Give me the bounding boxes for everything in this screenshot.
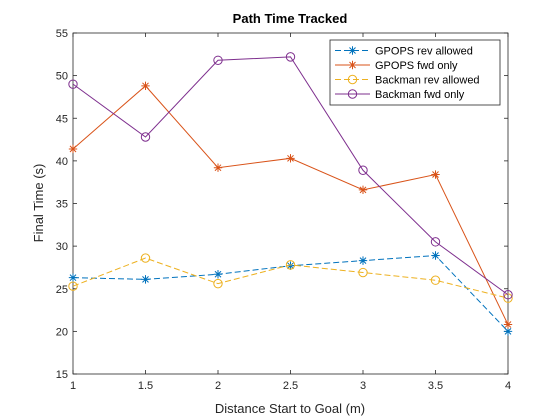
asterisk-strokes xyxy=(348,46,357,55)
x-tick-label: 4 xyxy=(505,380,511,392)
legend: GPOPS rev allowed GPOPS fwd only Backman r… xyxy=(329,39,501,106)
y-tick-label: 50 xyxy=(56,71,68,83)
x-tick-label: 2 xyxy=(215,380,221,392)
legend-label: Backman rev allowed xyxy=(375,75,480,87)
asterisk-strokes xyxy=(141,275,150,284)
x-tick-label: 3.5 xyxy=(428,380,443,392)
series-line xyxy=(72,257,509,299)
series-line xyxy=(72,56,509,296)
circle-marker xyxy=(503,293,513,303)
asterisk-marker xyxy=(213,270,223,279)
legend-label: Backman fwd only xyxy=(375,89,465,101)
asterisk-marker xyxy=(286,154,295,163)
series xyxy=(68,253,513,303)
series xyxy=(68,251,513,336)
asterisk-marker xyxy=(348,46,357,55)
asterisk-marker xyxy=(141,275,150,284)
y-tick-label: 15 xyxy=(56,369,68,381)
asterisk-strokes xyxy=(68,144,78,154)
circle-marker xyxy=(358,165,368,175)
y-tick-label: 55 xyxy=(56,28,68,40)
x-tick-label: 1.5 xyxy=(138,380,153,392)
asterisk-strokes xyxy=(431,170,440,179)
asterisk-marker xyxy=(68,144,78,154)
y-tick-label: 30 xyxy=(56,241,68,253)
legend-item: Backman rev allowed xyxy=(335,75,480,87)
legend-item: Backman fwd only xyxy=(335,89,465,101)
asterisk-strokes xyxy=(503,320,513,329)
y-axis-label: Final Time (s) xyxy=(31,164,46,243)
circle-marker xyxy=(213,55,223,65)
circle-marker xyxy=(503,290,513,300)
asterisk-strokes xyxy=(358,256,368,265)
asterisk-marker xyxy=(503,320,513,329)
asterisk-marker xyxy=(358,256,368,265)
y-tick-label: 40 xyxy=(56,156,68,168)
x-tick-label: 3 xyxy=(360,380,366,392)
circle-marker xyxy=(68,79,78,89)
y-tick-label: 25 xyxy=(56,284,68,296)
y-tick-label: 20 xyxy=(56,326,68,338)
circle-marker xyxy=(68,281,78,291)
asterisk-marker xyxy=(68,273,78,282)
y-tick-label: 45 xyxy=(56,113,68,125)
asterisk-strokes xyxy=(213,163,223,172)
asterisk-strokes xyxy=(286,261,295,270)
asterisk-strokes xyxy=(431,251,440,260)
asterisk-marker xyxy=(213,163,223,172)
circle-marker xyxy=(430,275,441,285)
circle-marker xyxy=(358,267,368,278)
series-layer xyxy=(68,52,513,336)
asterisk-strokes xyxy=(68,273,78,282)
x-tick-label: 1 xyxy=(70,380,76,392)
asterisk-marker xyxy=(503,327,513,336)
circle-marker xyxy=(430,237,441,247)
asterisk-marker xyxy=(431,170,440,179)
circle-marker xyxy=(140,253,151,263)
legend-item: GPOPS rev allowed xyxy=(335,46,473,58)
asterisk-marker xyxy=(358,185,368,195)
y-tick-label: 35 xyxy=(56,199,68,211)
asterisk-strokes xyxy=(358,185,368,195)
asterisk-strokes xyxy=(348,60,357,70)
asterisk-marker xyxy=(348,60,357,70)
legend-item: GPOPS fwd only xyxy=(335,60,458,72)
asterisk-marker xyxy=(141,81,150,91)
asterisk-marker xyxy=(431,251,440,260)
x-axis-label: Distance Start to Goal (m) xyxy=(215,401,365,416)
circle-marker xyxy=(140,132,151,142)
asterisk-strokes xyxy=(286,154,295,163)
legend-label: GPOPS fwd only xyxy=(375,60,458,72)
legend-label: GPOPS rev allowed xyxy=(375,46,473,58)
series xyxy=(68,52,513,300)
asterisk-strokes xyxy=(503,327,513,336)
asterisk-marker xyxy=(286,261,295,270)
circle-marker xyxy=(347,74,358,85)
asterisk-strokes xyxy=(213,270,223,279)
x-tick-label: 2.5 xyxy=(283,380,298,392)
chart-title: Path Time Tracked xyxy=(233,11,348,26)
asterisk-strokes xyxy=(141,81,150,91)
circle-marker xyxy=(285,52,296,62)
circle-marker xyxy=(347,89,358,99)
series xyxy=(68,81,513,329)
circle-marker xyxy=(213,278,223,289)
circle-marker xyxy=(285,260,296,270)
